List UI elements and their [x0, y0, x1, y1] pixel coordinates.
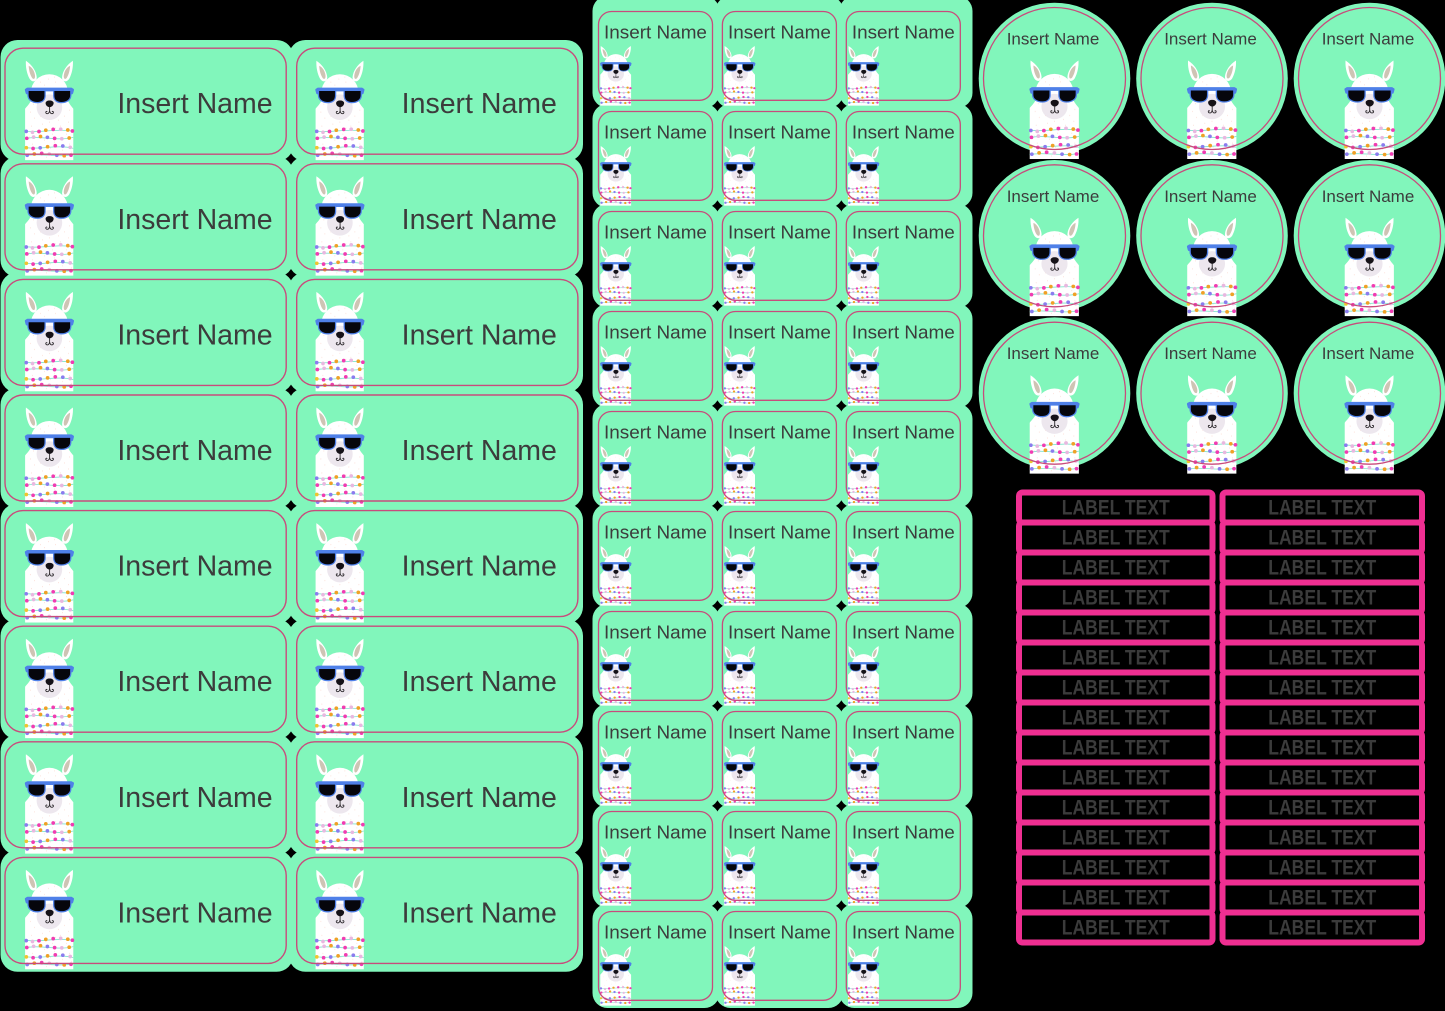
svg-text:Insert Name: Insert Name — [728, 823, 831, 844]
svg-text:LABEL TEXT: LABEL TEXT — [1062, 557, 1170, 580]
svg-text:Insert Name: Insert Name — [402, 551, 557, 583]
svg-text:Insert Name: Insert Name — [117, 88, 272, 120]
svg-text:LABEL TEXT: LABEL TEXT — [1268, 857, 1376, 880]
svg-text:Insert Name: Insert Name — [402, 897, 557, 929]
svg-text:Insert Name: Insert Name — [852, 623, 955, 644]
svg-text:Insert Name: Insert Name — [852, 523, 955, 544]
svg-text:Insert Name: Insert Name — [1007, 30, 1100, 49]
svg-text:Insert Name: Insert Name — [117, 204, 272, 236]
svg-text:Insert Name: Insert Name — [402, 204, 557, 236]
svg-text:Insert Name: Insert Name — [117, 782, 272, 814]
svg-text:Insert Name: Insert Name — [117, 435, 272, 467]
svg-text:Insert Name: Insert Name — [1322, 187, 1415, 206]
svg-text:Insert Name: Insert Name — [852, 323, 955, 344]
svg-text:Insert Name: Insert Name — [604, 923, 707, 944]
svg-text:Insert Name: Insert Name — [1007, 344, 1100, 363]
svg-text:LABEL TEXT: LABEL TEXT — [1062, 587, 1170, 610]
svg-text:LABEL TEXT: LABEL TEXT — [1062, 797, 1170, 820]
svg-text:LABEL TEXT: LABEL TEXT — [1268, 797, 1376, 820]
svg-text:LABEL TEXT: LABEL TEXT — [1268, 677, 1376, 700]
svg-text:LABEL TEXT: LABEL TEXT — [1062, 677, 1170, 700]
svg-text:Insert Name: Insert Name — [117, 666, 272, 698]
svg-text:LABEL TEXT: LABEL TEXT — [1062, 827, 1170, 850]
svg-text:Insert Name: Insert Name — [604, 623, 707, 644]
svg-text:Insert Name: Insert Name — [852, 23, 955, 44]
svg-text:LABEL TEXT: LABEL TEXT — [1062, 617, 1170, 640]
svg-text:Insert Name: Insert Name — [852, 723, 955, 744]
svg-text:Insert Name: Insert Name — [1164, 344, 1257, 363]
svg-text:Insert Name: Insert Name — [604, 523, 707, 544]
svg-text:LABEL TEXT: LABEL TEXT — [1268, 707, 1376, 730]
svg-text:Insert Name: Insert Name — [728, 423, 831, 444]
svg-text:Insert Name: Insert Name — [604, 323, 707, 344]
svg-text:LABEL TEXT: LABEL TEXT — [1268, 827, 1376, 850]
svg-text:LABEL TEXT: LABEL TEXT — [1062, 917, 1170, 940]
svg-text:LABEL TEXT: LABEL TEXT — [1062, 497, 1170, 520]
svg-text:Insert Name: Insert Name — [728, 323, 831, 344]
svg-text:LABEL TEXT: LABEL TEXT — [1268, 527, 1376, 550]
svg-text:Insert Name: Insert Name — [604, 223, 707, 244]
svg-text:Insert Name: Insert Name — [402, 435, 557, 467]
svg-text:Insert Name: Insert Name — [852, 123, 955, 144]
svg-text:Insert Name: Insert Name — [117, 551, 272, 583]
svg-text:Insert Name: Insert Name — [604, 23, 707, 44]
svg-text:Insert Name: Insert Name — [117, 897, 272, 929]
svg-text:Insert Name: Insert Name — [728, 723, 831, 744]
svg-text:Insert Name: Insert Name — [604, 723, 707, 744]
svg-text:LABEL TEXT: LABEL TEXT — [1268, 557, 1376, 580]
svg-text:Insert Name: Insert Name — [728, 923, 831, 944]
svg-text:Insert Name: Insert Name — [728, 623, 831, 644]
svg-text:Insert Name: Insert Name — [1164, 187, 1257, 206]
svg-text:LABEL TEXT: LABEL TEXT — [1062, 647, 1170, 670]
svg-text:LABEL TEXT: LABEL TEXT — [1268, 497, 1376, 520]
svg-text:LABEL TEXT: LABEL TEXT — [1062, 737, 1170, 760]
svg-text:LABEL TEXT: LABEL TEXT — [1268, 917, 1376, 940]
svg-text:LABEL TEXT: LABEL TEXT — [1268, 647, 1376, 670]
svg-text:LABEL TEXT: LABEL TEXT — [1268, 587, 1376, 610]
svg-text:Insert Name: Insert Name — [402, 319, 557, 351]
svg-text:Insert Name: Insert Name — [604, 423, 707, 444]
svg-text:Insert Name: Insert Name — [402, 782, 557, 814]
svg-text:Insert Name: Insert Name — [728, 523, 831, 544]
svg-text:LABEL TEXT: LABEL TEXT — [1268, 887, 1376, 910]
svg-text:LABEL TEXT: LABEL TEXT — [1062, 887, 1170, 910]
svg-text:Insert Name: Insert Name — [402, 666, 557, 698]
svg-text:LABEL TEXT: LABEL TEXT — [1268, 737, 1376, 760]
svg-text:LABEL TEXT: LABEL TEXT — [1062, 767, 1170, 790]
svg-text:Insert Name: Insert Name — [728, 223, 831, 244]
svg-text:Insert Name: Insert Name — [117, 319, 272, 351]
svg-text:Insert Name: Insert Name — [402, 88, 557, 120]
svg-text:LABEL TEXT: LABEL TEXT — [1268, 617, 1376, 640]
svg-text:Insert Name: Insert Name — [1164, 30, 1257, 49]
svg-text:Insert Name: Insert Name — [852, 823, 955, 844]
svg-text:LABEL TEXT: LABEL TEXT — [1062, 527, 1170, 550]
svg-text:Insert Name: Insert Name — [728, 23, 831, 44]
svg-text:Insert Name: Insert Name — [604, 123, 707, 144]
svg-text:LABEL TEXT: LABEL TEXT — [1062, 857, 1170, 880]
svg-text:Insert Name: Insert Name — [1007, 187, 1100, 206]
svg-text:Insert Name: Insert Name — [1322, 30, 1415, 49]
svg-text:Insert Name: Insert Name — [852, 423, 955, 444]
svg-text:LABEL TEXT: LABEL TEXT — [1268, 767, 1376, 790]
svg-text:Insert Name: Insert Name — [728, 123, 831, 144]
svg-text:Insert Name: Insert Name — [852, 223, 955, 244]
svg-text:Insert Name: Insert Name — [1322, 344, 1415, 363]
svg-text:LABEL TEXT: LABEL TEXT — [1062, 707, 1170, 730]
svg-text:Insert Name: Insert Name — [604, 823, 707, 844]
svg-text:Insert Name: Insert Name — [852, 923, 955, 944]
